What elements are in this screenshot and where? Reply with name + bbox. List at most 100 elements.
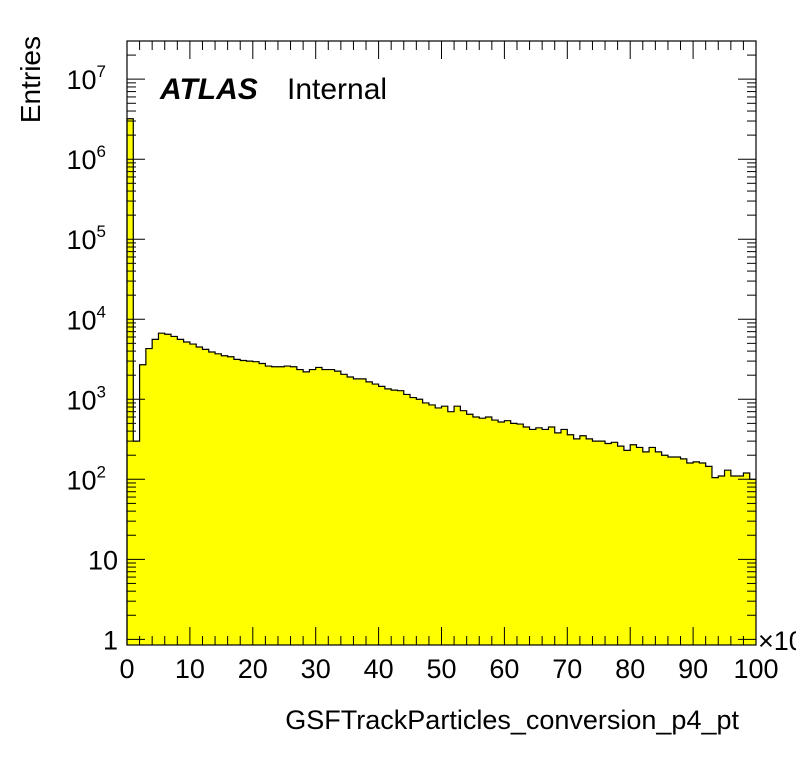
histogram-bin (384, 388, 392, 645)
histogram-bin (227, 356, 235, 645)
y-tick-label: 103 (66, 382, 106, 415)
histogram-bin (529, 429, 537, 645)
histogram-bin (127, 118, 134, 645)
histogram-bin (548, 427, 556, 645)
histogram-bin (391, 390, 398, 645)
histogram-bin (686, 462, 694, 645)
y-tick-label: 102 (66, 462, 106, 495)
histogram-bin (567, 434, 574, 645)
histogram-bin (158, 333, 166, 645)
histogram-bin (491, 420, 499, 645)
x-tick-label: 90 (678, 654, 708, 684)
histogram-bin (586, 438, 593, 645)
histogram-bin (516, 424, 524, 645)
histogram-bin (246, 361, 254, 645)
histogram-bin (277, 366, 285, 645)
histogram-bin (535, 427, 543, 645)
histogram-bin (649, 447, 656, 645)
histogram-bin (472, 417, 480, 645)
histogram-bin (372, 384, 379, 645)
histogram-bin (630, 444, 637, 645)
histogram-bin (221, 355, 229, 645)
histogram-bin (309, 369, 317, 645)
x-tick-labels: 0 10 20 30 40 50 60 70 80 90 100 (119, 654, 778, 684)
histogram-bin (655, 451, 663, 645)
histogram-bin (196, 347, 203, 645)
histogram-bin (410, 397, 417, 645)
x-axis-title: GSFTrackParticles_conversion_p4_pt (285, 705, 739, 735)
histogram-bin (592, 441, 600, 645)
histogram-bin (611, 442, 619, 645)
histogram-bin (189, 344, 197, 645)
histogram-bin (303, 371, 310, 645)
histogram-bin (152, 339, 159, 645)
histogram-bin (605, 443, 612, 645)
histogram-bin (479, 418, 486, 645)
y-tick-label: 104 (66, 302, 106, 335)
histogram-bin (598, 441, 606, 645)
histogram-bin (183, 341, 191, 645)
histogram-bin (366, 381, 373, 645)
histogram-bin (347, 376, 354, 645)
plot-frame (126, 40, 757, 646)
histogram-bin (705, 466, 713, 645)
histogram-bin (623, 450, 631, 645)
histogram-bin (454, 406, 461, 645)
y-axis-title: Entries (15, 36, 46, 123)
histogram-bin (561, 429, 568, 645)
histogram-bin (139, 364, 147, 645)
x-tick-label: 60 (489, 654, 519, 684)
histogram-bin (674, 456, 681, 645)
histogram-bin (579, 435, 587, 645)
histogram-bin (749, 479, 757, 645)
histogram-bin (718, 475, 725, 645)
y-tick-label: 107 (66, 62, 106, 95)
histogram-bin (208, 351, 216, 645)
histogram-bin (397, 390, 405, 645)
histogram-bin (724, 470, 732, 645)
x-tick-label: 10 (175, 654, 205, 684)
histogram-bin (378, 386, 386, 645)
histogram-bin (693, 461, 700, 645)
histogram-bin (290, 366, 298, 645)
histogram-bin (353, 378, 361, 645)
histogram-bin (447, 411, 455, 645)
histogram-bin (542, 429, 549, 645)
histogram-bin (321, 369, 329, 645)
histogram-bin (296, 369, 304, 645)
histogram-bin (177, 339, 185, 645)
histogram-bin (435, 407, 442, 645)
histogram-bin (340, 374, 348, 645)
histogram-bin (523, 427, 530, 645)
x-tick-label: 100 (733, 654, 778, 684)
histogram-bin (416, 399, 424, 645)
x-tick-label: 40 (364, 654, 394, 684)
histogram-bin (466, 414, 474, 645)
x-tick-label: 30 (301, 654, 331, 684)
histogram-bin (460, 410, 468, 645)
histogram-bin (485, 417, 493, 645)
atlas-status-label: Internal (287, 73, 387, 106)
histogram-bin (667, 456, 675, 645)
histogram-bin (315, 367, 323, 645)
histogram-bin (642, 451, 650, 645)
histogram-bin (164, 334, 172, 645)
histogram-bin (737, 475, 744, 645)
histogram-bin (403, 394, 411, 645)
histogram-bin (428, 404, 436, 645)
histogram-bin (711, 477, 719, 645)
x-tick-label: 20 (238, 654, 268, 684)
histogram-bin (284, 366, 291, 645)
y-tick-labels: 1 10 102 103 104 105 106 107 (66, 62, 118, 655)
histogram-bin (265, 366, 273, 645)
histogram-bin (133, 441, 140, 645)
histogram-bin (699, 462, 707, 645)
histogram-outline (126, 118, 756, 645)
histogram-bin (730, 475, 738, 645)
histogram-bin (573, 438, 581, 645)
histogram-bin (233, 359, 241, 645)
y-tick-label: 106 (66, 142, 106, 175)
atlas-label: ATLAS (159, 73, 258, 106)
axis-ticks (126, 40, 757, 645)
